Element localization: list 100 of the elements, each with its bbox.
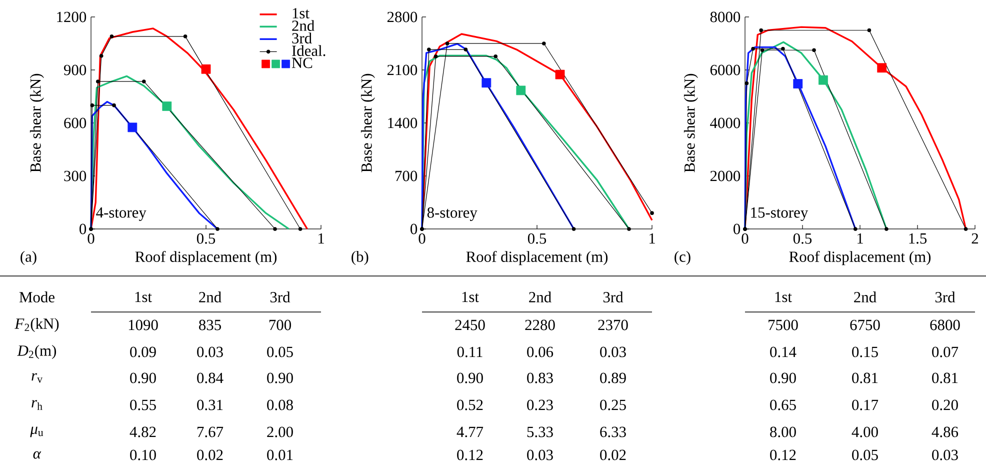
text: r$_{v}$ xyxy=(32,373,42,383)
text: 1st xyxy=(135,292,152,302)
text: 1st xyxy=(462,292,479,302)
text: 8.00 xyxy=(770,426,796,438)
text: 2.00 xyxy=(267,426,293,438)
text: 0.20 xyxy=(932,400,958,410)
text: 0.23 xyxy=(527,400,553,410)
text: 0.90 xyxy=(130,372,156,384)
text: 0.17 xyxy=(852,400,878,410)
text: 0.07 xyxy=(932,346,958,358)
text: 0.83 xyxy=(527,372,553,384)
y-axis-title: Base shear (kN) xyxy=(684,74,698,172)
text: 0.55 xyxy=(130,400,156,410)
text: 6800 xyxy=(930,320,960,330)
text: D$_{2}$(m) xyxy=(17,344,56,359)
text: 4.00 xyxy=(852,426,878,438)
text: F$_{2}$(kN) xyxy=(14,318,59,332)
text: 0.03 xyxy=(600,346,626,358)
x-axis-title: Roof displacement (m) xyxy=(466,250,608,266)
text: 700 xyxy=(269,320,291,330)
text: 4.86 xyxy=(932,426,958,438)
text: 0.08 xyxy=(267,400,293,410)
text: 0.01 xyxy=(267,450,293,460)
legend-label: 1st xyxy=(292,8,310,18)
text: 0.81 xyxy=(932,372,958,384)
text: 6.33 xyxy=(600,426,626,438)
text: 2nd xyxy=(529,292,552,302)
text: 0.09 xyxy=(130,346,156,358)
x-tick-label: 0 xyxy=(88,233,94,244)
y-axis-title: Base shear (kN) xyxy=(30,74,44,172)
y-tick-label: 2800 xyxy=(387,12,418,22)
x-tick-label: 1.5 xyxy=(909,233,927,244)
legend-label: NC xyxy=(292,58,312,68)
text: 0.81 xyxy=(852,372,878,384)
x-axis-title: Roof displacement (m) xyxy=(789,250,931,266)
text: 1st xyxy=(775,292,792,302)
text: (c) xyxy=(674,251,690,266)
text: 4.82 xyxy=(130,426,156,438)
text: 835 xyxy=(199,320,221,330)
x-tick-label: 0 xyxy=(418,233,426,244)
text: 0.02 xyxy=(600,450,626,460)
text: 0.25 xyxy=(600,400,626,410)
text: 0.05 xyxy=(852,450,878,460)
text: 0.12 xyxy=(457,450,483,460)
legend-label: 3rd xyxy=(292,32,312,44)
y-tick-label: 0 xyxy=(410,224,418,234)
y-tick-label: 0 xyxy=(80,224,86,234)
y-tick-label: 900 xyxy=(64,64,86,76)
x-tick-label: 0.5 xyxy=(528,233,546,244)
y-tick-label: 6000 xyxy=(710,64,740,76)
text: 7500 xyxy=(768,320,798,330)
text: 0.12 xyxy=(770,450,796,460)
y-tick-label: 4000 xyxy=(710,118,740,128)
text: 4.77 xyxy=(456,426,484,438)
text: 2370 xyxy=(598,320,628,330)
y-tick-label: 1400 xyxy=(388,118,418,128)
text: 8-storey xyxy=(427,207,478,221)
y-tick-label: 300 xyxy=(64,170,86,182)
text: 0.90 xyxy=(457,372,483,384)
text: α xyxy=(33,451,42,459)
text: 2nd xyxy=(199,292,222,302)
x-tick-label: 2 xyxy=(972,233,978,244)
x-tick-label: 1 xyxy=(858,233,863,244)
y-tick-label: 2000 xyxy=(710,170,740,182)
y-tick-label: 8000 xyxy=(710,12,740,22)
text: 2450 xyxy=(455,320,485,330)
x-tick-label: 1 xyxy=(318,233,324,244)
text: 0.89 xyxy=(600,372,626,384)
text: 0.84 xyxy=(197,372,224,384)
text: 5.33 xyxy=(527,426,553,438)
text: r$_{h}$ xyxy=(32,400,42,410)
text: 15-storey xyxy=(751,207,808,221)
text: 3rd xyxy=(935,292,956,302)
x-tick-label: 0.5 xyxy=(793,233,812,244)
text: 0.10 xyxy=(130,450,156,460)
text: 0.52 xyxy=(457,400,483,410)
text: 0.03 xyxy=(527,450,553,460)
text: 0.06 xyxy=(527,346,554,358)
text: 2nd xyxy=(854,292,876,302)
legend-label: 2nd xyxy=(292,20,314,31)
x-tick-label: 1 xyxy=(650,233,655,244)
text: 1090 xyxy=(128,320,158,330)
y-axis-title: Base shear (kN) xyxy=(360,74,375,172)
text: (a) xyxy=(20,251,36,266)
text: 7.67 xyxy=(198,426,224,438)
text: 0.05 xyxy=(267,346,293,358)
text: Mode xyxy=(19,292,54,302)
text: 0.65 xyxy=(770,400,796,410)
text: 0.90 xyxy=(770,372,796,384)
x-tick-label: 0.5 xyxy=(196,233,216,244)
text: 6750 xyxy=(850,320,880,330)
legend-label: Ideal. xyxy=(292,45,326,56)
text: (b) xyxy=(352,251,368,266)
text: 0.14 xyxy=(770,346,796,358)
text: 0.03 xyxy=(932,450,958,460)
text: 0.11 xyxy=(457,346,482,358)
text: 0.02 xyxy=(197,450,223,460)
y-tick-label: 1200 xyxy=(57,12,86,22)
text: 4-storey xyxy=(96,207,146,221)
text: 3rd xyxy=(270,292,290,302)
